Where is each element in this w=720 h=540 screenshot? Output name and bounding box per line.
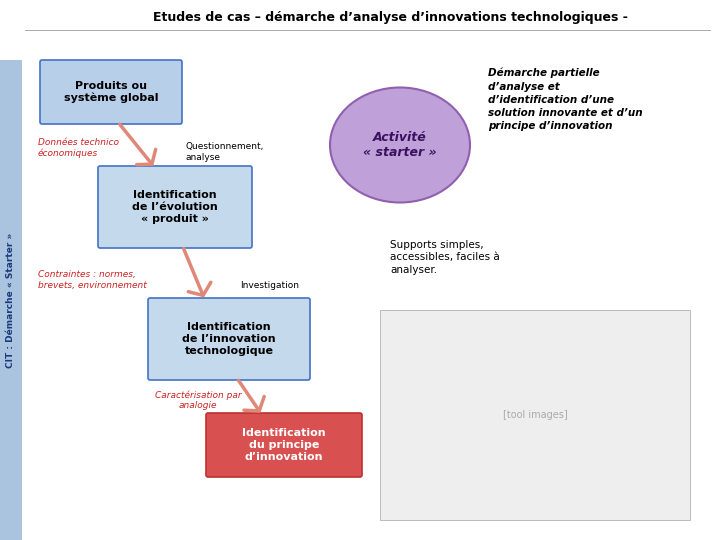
Text: [tool images]: [tool images] xyxy=(503,410,567,420)
FancyBboxPatch shape xyxy=(148,298,310,380)
Text: Identification
de l’évolution
« produit »: Identification de l’évolution « produit … xyxy=(132,191,218,224)
Text: Activité
« starter »: Activité « starter » xyxy=(363,131,437,159)
FancyBboxPatch shape xyxy=(98,166,252,248)
Text: Etudes de cas – démarche d’analyse d’innovations technologiques -: Etudes de cas – démarche d’analyse d’inn… xyxy=(153,11,627,24)
Text: Données technico
économiques: Données technico économiques xyxy=(38,138,119,158)
FancyBboxPatch shape xyxy=(380,310,690,520)
Text: Investigation: Investigation xyxy=(240,280,299,289)
Ellipse shape xyxy=(330,87,470,202)
Text: Identification
du principe
d’innovation: Identification du principe d’innovation xyxy=(242,428,326,462)
FancyBboxPatch shape xyxy=(40,60,182,124)
FancyBboxPatch shape xyxy=(206,413,362,477)
Text: Supports simples,
accessibles, faciles à
analyser.: Supports simples, accessibles, faciles à… xyxy=(390,240,500,275)
Text: Démarche partielle
d’analyse et
d’identification d’une
solution innovante et d’u: Démarche partielle d’analyse et d’identi… xyxy=(488,68,643,131)
Text: Questionnement,
analyse: Questionnement, analyse xyxy=(185,143,264,161)
Text: Identification
de l’innovation
technologique: Identification de l’innovation technolog… xyxy=(182,322,276,356)
Text: CIT : Démarche « Starter »: CIT : Démarche « Starter » xyxy=(6,232,16,368)
Text: Produits ou
système global: Produits ou système global xyxy=(64,81,158,103)
Text: Caractérisation par
analogie: Caractérisation par analogie xyxy=(155,390,242,410)
Text: Contraintes : normes,
brevets, environnement: Contraintes : normes, brevets, environne… xyxy=(38,271,147,289)
FancyBboxPatch shape xyxy=(0,60,22,540)
